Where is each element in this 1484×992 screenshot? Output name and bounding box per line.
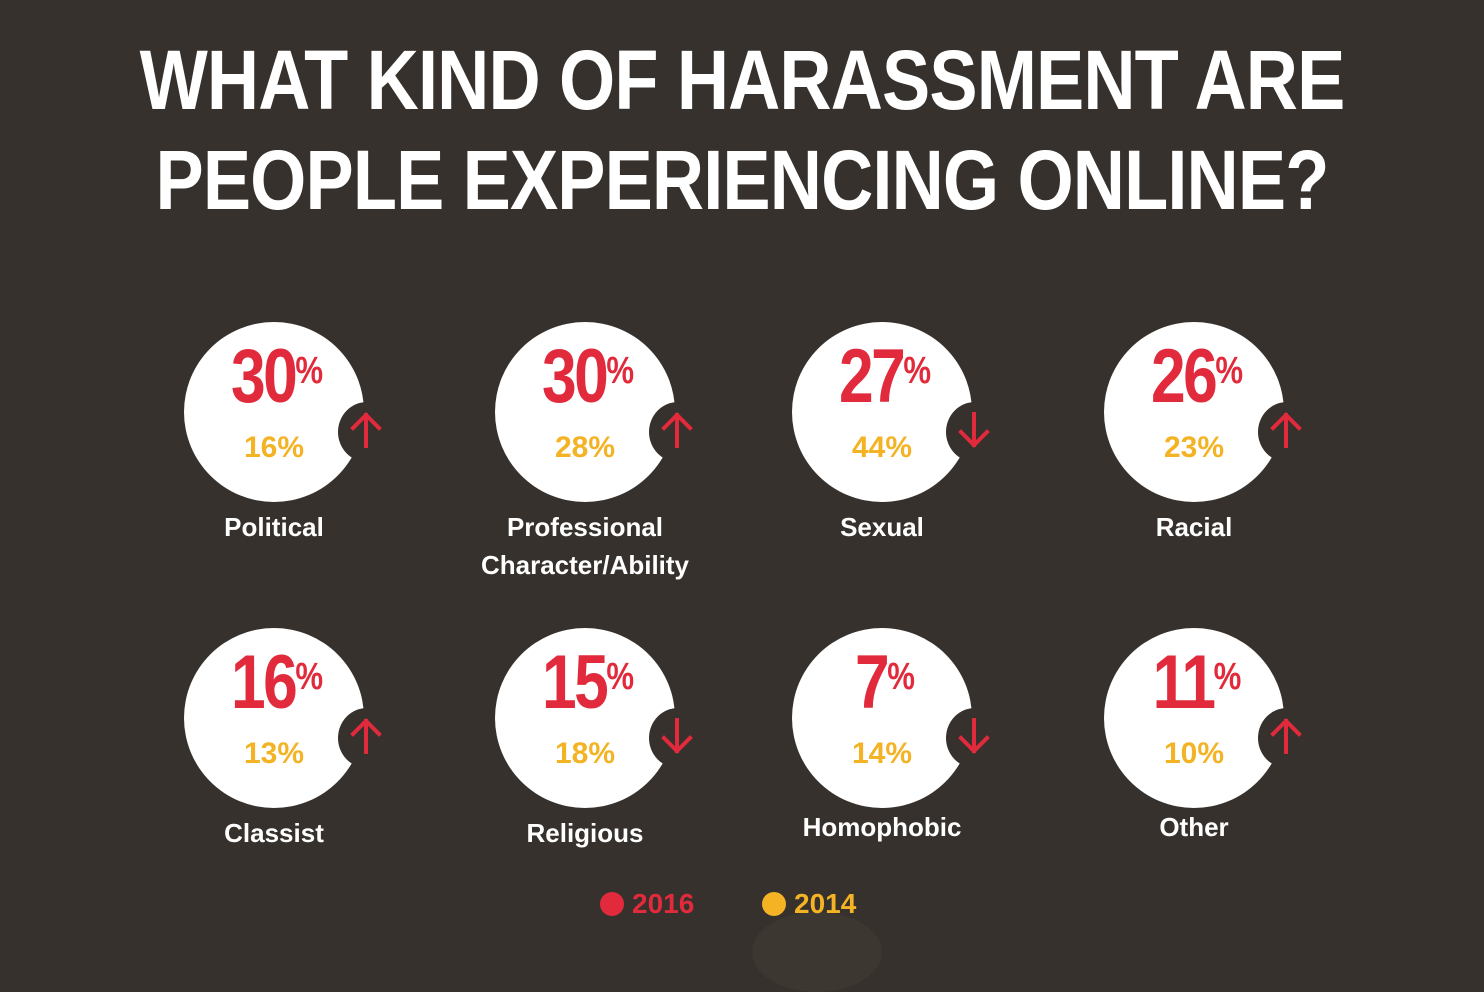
value-2016-number: 16 [230,640,298,725]
value-2014: 10% [1163,737,1225,770]
value-2016: 16% [216,638,339,728]
chart-title: WHAT KIND OF HARASSMENT ARE PEOPLE EXPER… [104,30,1380,230]
category-label: Classist [224,818,324,848]
stat-item: 7% 14% Homophobic [792,628,1122,888]
stat-item: 11% 10% Other [1104,628,1434,888]
value-2014: 18% [554,737,616,770]
stat-item: 16% 13% Classist [184,628,514,888]
category-label: Professional Character/Ability [480,512,690,580]
stat-circle [1104,628,1284,808]
value-2016: 30% [216,332,339,422]
value-2016-number: 15 [541,640,609,725]
value-2016-number: 7 [855,640,890,725]
stat-circle [1104,322,1284,502]
stat-circle [792,628,972,808]
category-label: Sexual [840,512,924,542]
legend: 2016 2014 [0,884,1484,924]
arrow-up-icon [350,412,382,448]
value-2016-number: 27 [838,334,906,419]
value-2016: 30% [527,332,650,422]
legend-item-2014: 2014 [762,884,856,924]
value-2016: 15% [527,638,650,728]
category-label: Racial [1155,512,1233,542]
value-2014: 23% [1163,431,1225,464]
value-2016-percent: % [887,656,915,698]
value-2016-number: 26 [1150,334,1218,419]
background-glow [752,912,882,992]
arrow-up-icon [1270,412,1302,448]
arrow-down-icon [958,718,990,754]
stat-item: 15% 18% Religious [495,628,825,888]
title-line-1: WHAT KIND OF HARASSMENT ARE [139,33,1346,127]
stat-circle [792,322,972,502]
value-2016: 27% [824,332,947,422]
category-label: Homophobic [802,812,962,842]
value-2016-percent: % [295,350,324,392]
legend-label-2016: 2016 [632,888,695,919]
value-2016-number: 11 [1152,640,1216,725]
arrow-up-icon [350,718,382,754]
value-2016-percent: % [606,656,635,698]
value-2014: 44% [851,431,913,464]
title-line-2: PEOPLE EXPERIENCING ONLINE? [155,133,1330,227]
value-2016-percent: % [1213,656,1242,698]
legend-label-2014: 2014 [794,888,857,919]
stat-circle [184,322,364,502]
value-2016-percent: % [606,350,635,392]
value-2016-number: 30 [230,334,298,419]
value-2014: 13% [243,737,305,770]
value-2016-percent: % [295,656,324,698]
arrow-up-icon [1270,718,1302,754]
value-2014: 16% [243,431,305,464]
value-2014: 14% [851,737,913,770]
stat-circle [495,322,675,502]
arrow-down-icon [958,412,990,448]
category-label: Religious [526,818,644,848]
value-2016-percent: % [1215,350,1244,392]
category-label: Political [224,512,324,542]
stat-circle [184,628,364,808]
legend-item-2016: 2016 [600,884,694,924]
legend-dot-2016 [600,892,624,916]
value-2016-number: 30 [541,334,609,419]
value-2016: 11% [1136,638,1259,728]
stat-item: 30% 16% Political [184,322,514,582]
value-2014: 28% [554,431,616,464]
stat-item: 30% 28% Professional Character/Ability [481,322,825,582]
stat-item: 27% 44% Sexual [792,322,1122,582]
legend-dot-2014 [762,892,786,916]
arrow-down-icon [661,718,693,754]
stat-item: 26% 23% Racial [1104,322,1434,582]
value-2016: 7% [824,638,947,728]
value-2016: 26% [1136,332,1259,422]
arrow-up-icon [661,412,693,448]
value-2016-percent: % [903,350,932,392]
stat-circle [495,628,675,808]
category-label: Other [1159,812,1229,842]
